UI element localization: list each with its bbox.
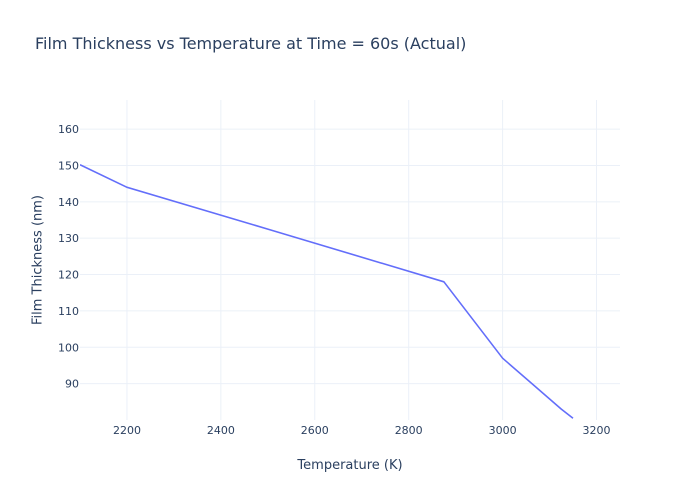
y-tick-label: 110 [58,305,79,318]
y-axis-label: Film Thickness (nm) [30,195,46,325]
y-tick-label: 90 [65,378,79,391]
y-tick-label: 100 [58,341,79,354]
y-tick-label: 140 [58,196,79,209]
y-tick-label: 120 [58,269,79,282]
x-tick-label: 2600 [301,424,329,437]
x-tick-label: 3200 [583,424,611,437]
y-tick-label: 130 [58,232,79,245]
x-tick-label: 3000 [489,424,517,437]
chart-title: Film Thickness vs Temperature at Time = … [35,34,467,53]
x-axis-label: Temperature (K) [297,458,403,473]
y-tick-label: 150 [58,159,79,172]
series-line-0 [80,163,574,419]
y-tick-label: 160 [58,123,79,136]
x-tick-label: 2800 [395,424,423,437]
x-tick-label: 2400 [207,424,235,437]
x-tick-label: 2200 [113,424,141,437]
